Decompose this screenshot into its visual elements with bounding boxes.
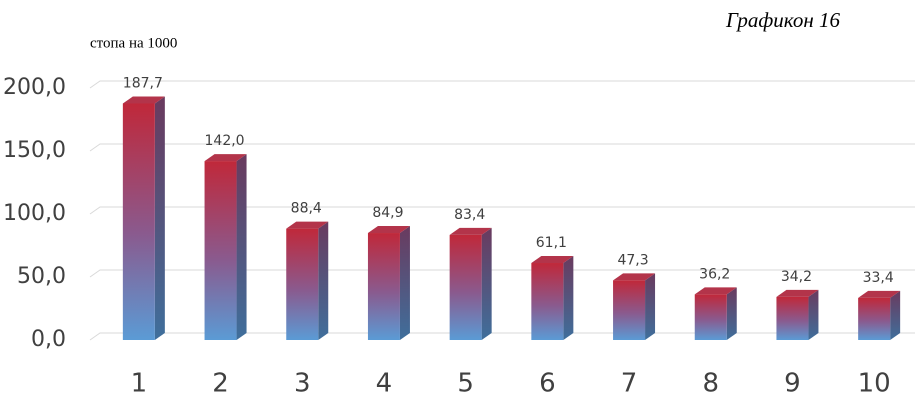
- value-label: 33,4: [863, 270, 894, 286]
- y-tick-label: 100,0: [3, 201, 66, 226]
- x-tick-label: 1: [131, 369, 148, 399]
- bar: [122, 103, 155, 340]
- bar-top: [367, 226, 410, 234]
- bar: [286, 228, 319, 340]
- x-tick-label: 5: [457, 369, 474, 399]
- bar: [858, 297, 891, 340]
- bar: [449, 234, 482, 340]
- bar: [613, 280, 646, 340]
- value-label: 88,4: [291, 201, 322, 217]
- value-label: 47,3: [617, 252, 648, 268]
- bar: [694, 294, 727, 340]
- x-tick-label: 9: [784, 369, 801, 399]
- y-tick-label: 200,0: [3, 75, 66, 100]
- y-tick-label: 50,0: [17, 264, 66, 289]
- bar: [204, 161, 237, 340]
- bar-top: [776, 289, 819, 297]
- y-tick-label: 150,0: [3, 138, 66, 163]
- chart-title: Графикон 16: [725, 8, 840, 32]
- value-label: 187,7: [123, 75, 163, 91]
- x-tick-label: 3: [294, 369, 311, 399]
- bar-top: [613, 273, 656, 281]
- bar-side: [808, 289, 819, 340]
- grid-line: [89, 143, 915, 152]
- bar-side: [645, 273, 656, 340]
- x-tick-label: 4: [376, 369, 393, 399]
- value-label: 34,2: [781, 269, 812, 285]
- x-tick-label: 6: [539, 369, 556, 399]
- bar-top: [694, 287, 737, 295]
- value-label: 84,9: [372, 205, 403, 221]
- value-label: 142,0: [205, 133, 245, 149]
- bar-side: [318, 221, 329, 340]
- bar-side: [154, 96, 165, 340]
- grid-line: [89, 80, 915, 89]
- bar-top: [858, 290, 901, 298]
- y-tick-label: 0,0: [31, 327, 66, 352]
- bar-top: [204, 154, 247, 162]
- bar-side: [726, 287, 737, 340]
- bar-side: [399, 226, 410, 340]
- bar-side: [890, 290, 901, 340]
- bar-top: [531, 256, 574, 264]
- grid-line: [89, 206, 915, 215]
- x-tick-label: 2: [212, 369, 229, 399]
- bar-top: [122, 96, 165, 104]
- bar-top: [286, 221, 329, 229]
- bar-side: [481, 227, 492, 340]
- bar: [531, 263, 564, 340]
- x-tick-label: 8: [702, 369, 719, 399]
- bar-top: [449, 227, 492, 235]
- bar-side: [563, 256, 574, 340]
- y-axis-label: стопа на 1000: [90, 35, 177, 51]
- bar: [776, 296, 809, 340]
- bar-side: [236, 154, 247, 340]
- x-tick-label: 7: [621, 369, 638, 399]
- value-label: 61,1: [536, 235, 567, 251]
- x-tick-label: 10: [858, 369, 891, 399]
- value-label: 36,2: [699, 266, 730, 282]
- bar: [367, 233, 400, 340]
- value-label: 83,4: [454, 207, 485, 223]
- grid-line: [89, 269, 915, 278]
